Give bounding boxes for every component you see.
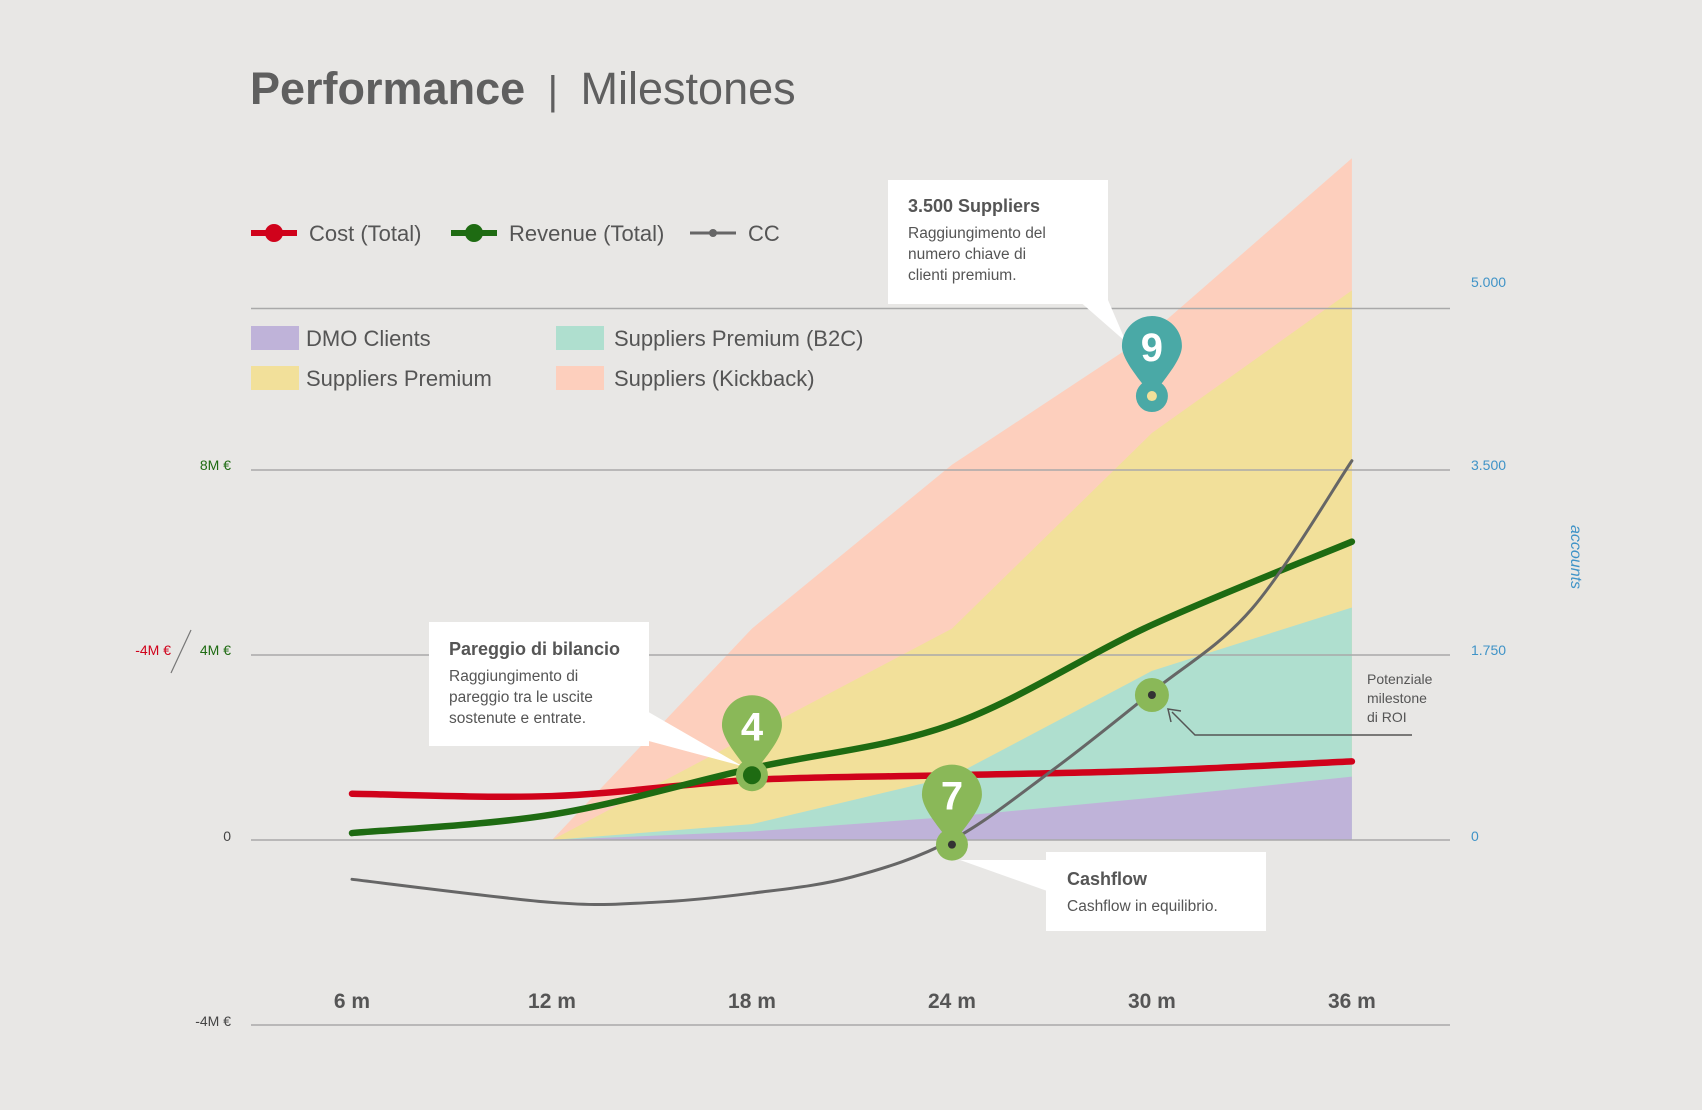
x-tick-label: 12 m — [528, 990, 576, 1013]
milestone-pin-shape — [721, 695, 782, 776]
annotation-roi-line1: Potenziale — [1367, 671, 1433, 687]
annotation-suppliers-pointer — [1078, 300, 1126, 342]
annotation-pareggio-title: Pareggio di bilancio — [449, 639, 620, 659]
annotation-suppliers-line3: clienti premium. — [908, 267, 1017, 284]
annotation-cashflow-box — [1046, 852, 1266, 931]
right-axis: 5.000 3.500 1.750 0 accounts — [1471, 274, 1584, 844]
left-tick-0: 0 — [223, 828, 231, 844]
legend-marker-revenue — [465, 224, 483, 242]
area-suppliers-premium-b2c- — [551, 607, 1352, 840]
annotation-pareggio-box — [429, 622, 649, 746]
legend-areas: DMO Clients Suppliers Premium Suppliers … — [251, 326, 863, 391]
legend-label-premium: Suppliers Premium — [306, 366, 492, 391]
legend-swatch-kickback — [556, 366, 604, 390]
annotation-pareggio: Pareggio di bilancio Raggiungimento di p… — [429, 622, 742, 766]
legend-marker-cc — [709, 229, 717, 237]
annotation-roi-leader — [1171, 711, 1412, 736]
x-tick-label: 30 m — [1128, 990, 1176, 1013]
milestone-pin-4: 4 — [721, 695, 782, 792]
roi-marker-dot — [1147, 691, 1156, 699]
milestone-pin-7: 7 — [921, 764, 982, 861]
annotation-pareggio-line3: sostenute e entrate. — [449, 710, 586, 727]
area-dmo-clients — [551, 776, 1352, 840]
annotation-pareggio-line2: pareggio tra le uscite — [449, 689, 593, 706]
x-axis-labels: 6 m 12 m 18 m 24 m 30 m 36 m — [334, 990, 1376, 1013]
legend-label-b2c: Suppliers Premium (B2C) — [614, 326, 863, 351]
annotation-roi: Potenziale milestone di ROI — [1167, 671, 1433, 736]
x-tick-label: 36 m — [1328, 990, 1376, 1013]
annotation-suppliers: 3.500 Suppliers Raggiungimento del numer… — [888, 180, 1126, 342]
milestone-pin-9: 9 — [1121, 316, 1182, 413]
right-tick-1750: 1.750 — [1471, 642, 1506, 658]
series-lines — [348, 459, 1356, 907]
milestone-number: 7 — [941, 775, 963, 819]
legend-swatch-b2c — [556, 326, 604, 350]
legend-label-revenue: Revenue (Total) — [509, 221, 664, 246]
annotation-suppliers-title: 3.500 Suppliers — [908, 196, 1040, 216]
milestone-9-dot — [1146, 391, 1157, 402]
annotation-roi-line2: milestone — [1367, 690, 1427, 706]
legend-label-dmo: DMO Clients — [306, 326, 431, 351]
milestone-7-dot — [947, 840, 956, 849]
legend-lines: Cost (Total) Revenue (Total) CC — [251, 221, 780, 246]
x-tick-label: 6 m — [334, 990, 370, 1013]
line-cost-total- — [348, 758, 1356, 800]
milestone-pin-shape — [1121, 316, 1182, 397]
legend-item-revenue: Revenue (Total) — [451, 221, 664, 246]
title-separator: | — [548, 69, 558, 113]
left-tick-8m: 8M € — [200, 457, 231, 473]
right-tick-5000: 5.000 — [1471, 274, 1506, 290]
right-tick-3500: 3.500 — [1471, 457, 1506, 473]
annotation-suppliers-box — [888, 180, 1108, 304]
x-tick-label: 18 m — [728, 990, 776, 1013]
title-bold: Performance — [250, 63, 525, 114]
legend-label-cost: Cost (Total) — [309, 221, 421, 246]
left-tick-slash — [170, 629, 192, 674]
annotation-roi-arrowhead — [1167, 708, 1182, 723]
annotation-roi-line3: di ROI — [1367, 709, 1407, 725]
title-light: Milestones — [581, 63, 796, 114]
legend-label-kickback: Suppliers (Kickback) — [614, 366, 815, 391]
right-axis-label: accounts — [1567, 525, 1584, 589]
annotation-cashflow-pointer — [960, 860, 1050, 892]
line-revenue-total- — [348, 538, 1356, 837]
line-cc — [350, 459, 1354, 907]
annotation-suppliers-line1: Raggiungimento del — [908, 225, 1046, 242]
annotation-cashflow-line1: Cashflow in equilibrio. — [1067, 898, 1218, 915]
left-axis: 8M € 4M € -4M € 0 -4M € — [135, 457, 231, 1029]
milestone-number: 9 — [1141, 326, 1163, 370]
milestone-pins: 4 7 9 — [721, 316, 1182, 861]
left-tick-secondary: -4M € — [135, 642, 171, 658]
left-tick-4m: 4M € — [200, 642, 231, 658]
chart-title: Performance | Milestones — [250, 63, 796, 114]
legend-marker-cost — [265, 224, 283, 242]
left-tick-minus4m: -4M € — [195, 1013, 231, 1029]
legend-item-cc: CC — [690, 221, 780, 246]
milestone-number: 4 — [741, 705, 764, 749]
annotation-cashflow: Cashflow Cashflow in equilibrio. — [960, 852, 1266, 931]
legend-swatch-dmo — [251, 326, 299, 350]
annotation-cashflow-title: Cashflow — [1067, 869, 1148, 889]
legend-swatch-premium — [251, 366, 299, 390]
right-tick-0: 0 — [1471, 828, 1479, 844]
legend-label-cc: CC — [748, 221, 780, 246]
legend-item-cost: Cost (Total) — [251, 221, 421, 246]
annotation-suppliers-line2: numero chiave di — [908, 246, 1026, 263]
x-tick-label: 24 m — [928, 990, 976, 1013]
annotation-pareggio-pointer — [645, 710, 742, 766]
milestone-pin-shape — [921, 764, 982, 845]
annotation-pareggio-line1: Raggiungimento di — [449, 668, 578, 685]
milestone-4-dot — [742, 766, 761, 785]
